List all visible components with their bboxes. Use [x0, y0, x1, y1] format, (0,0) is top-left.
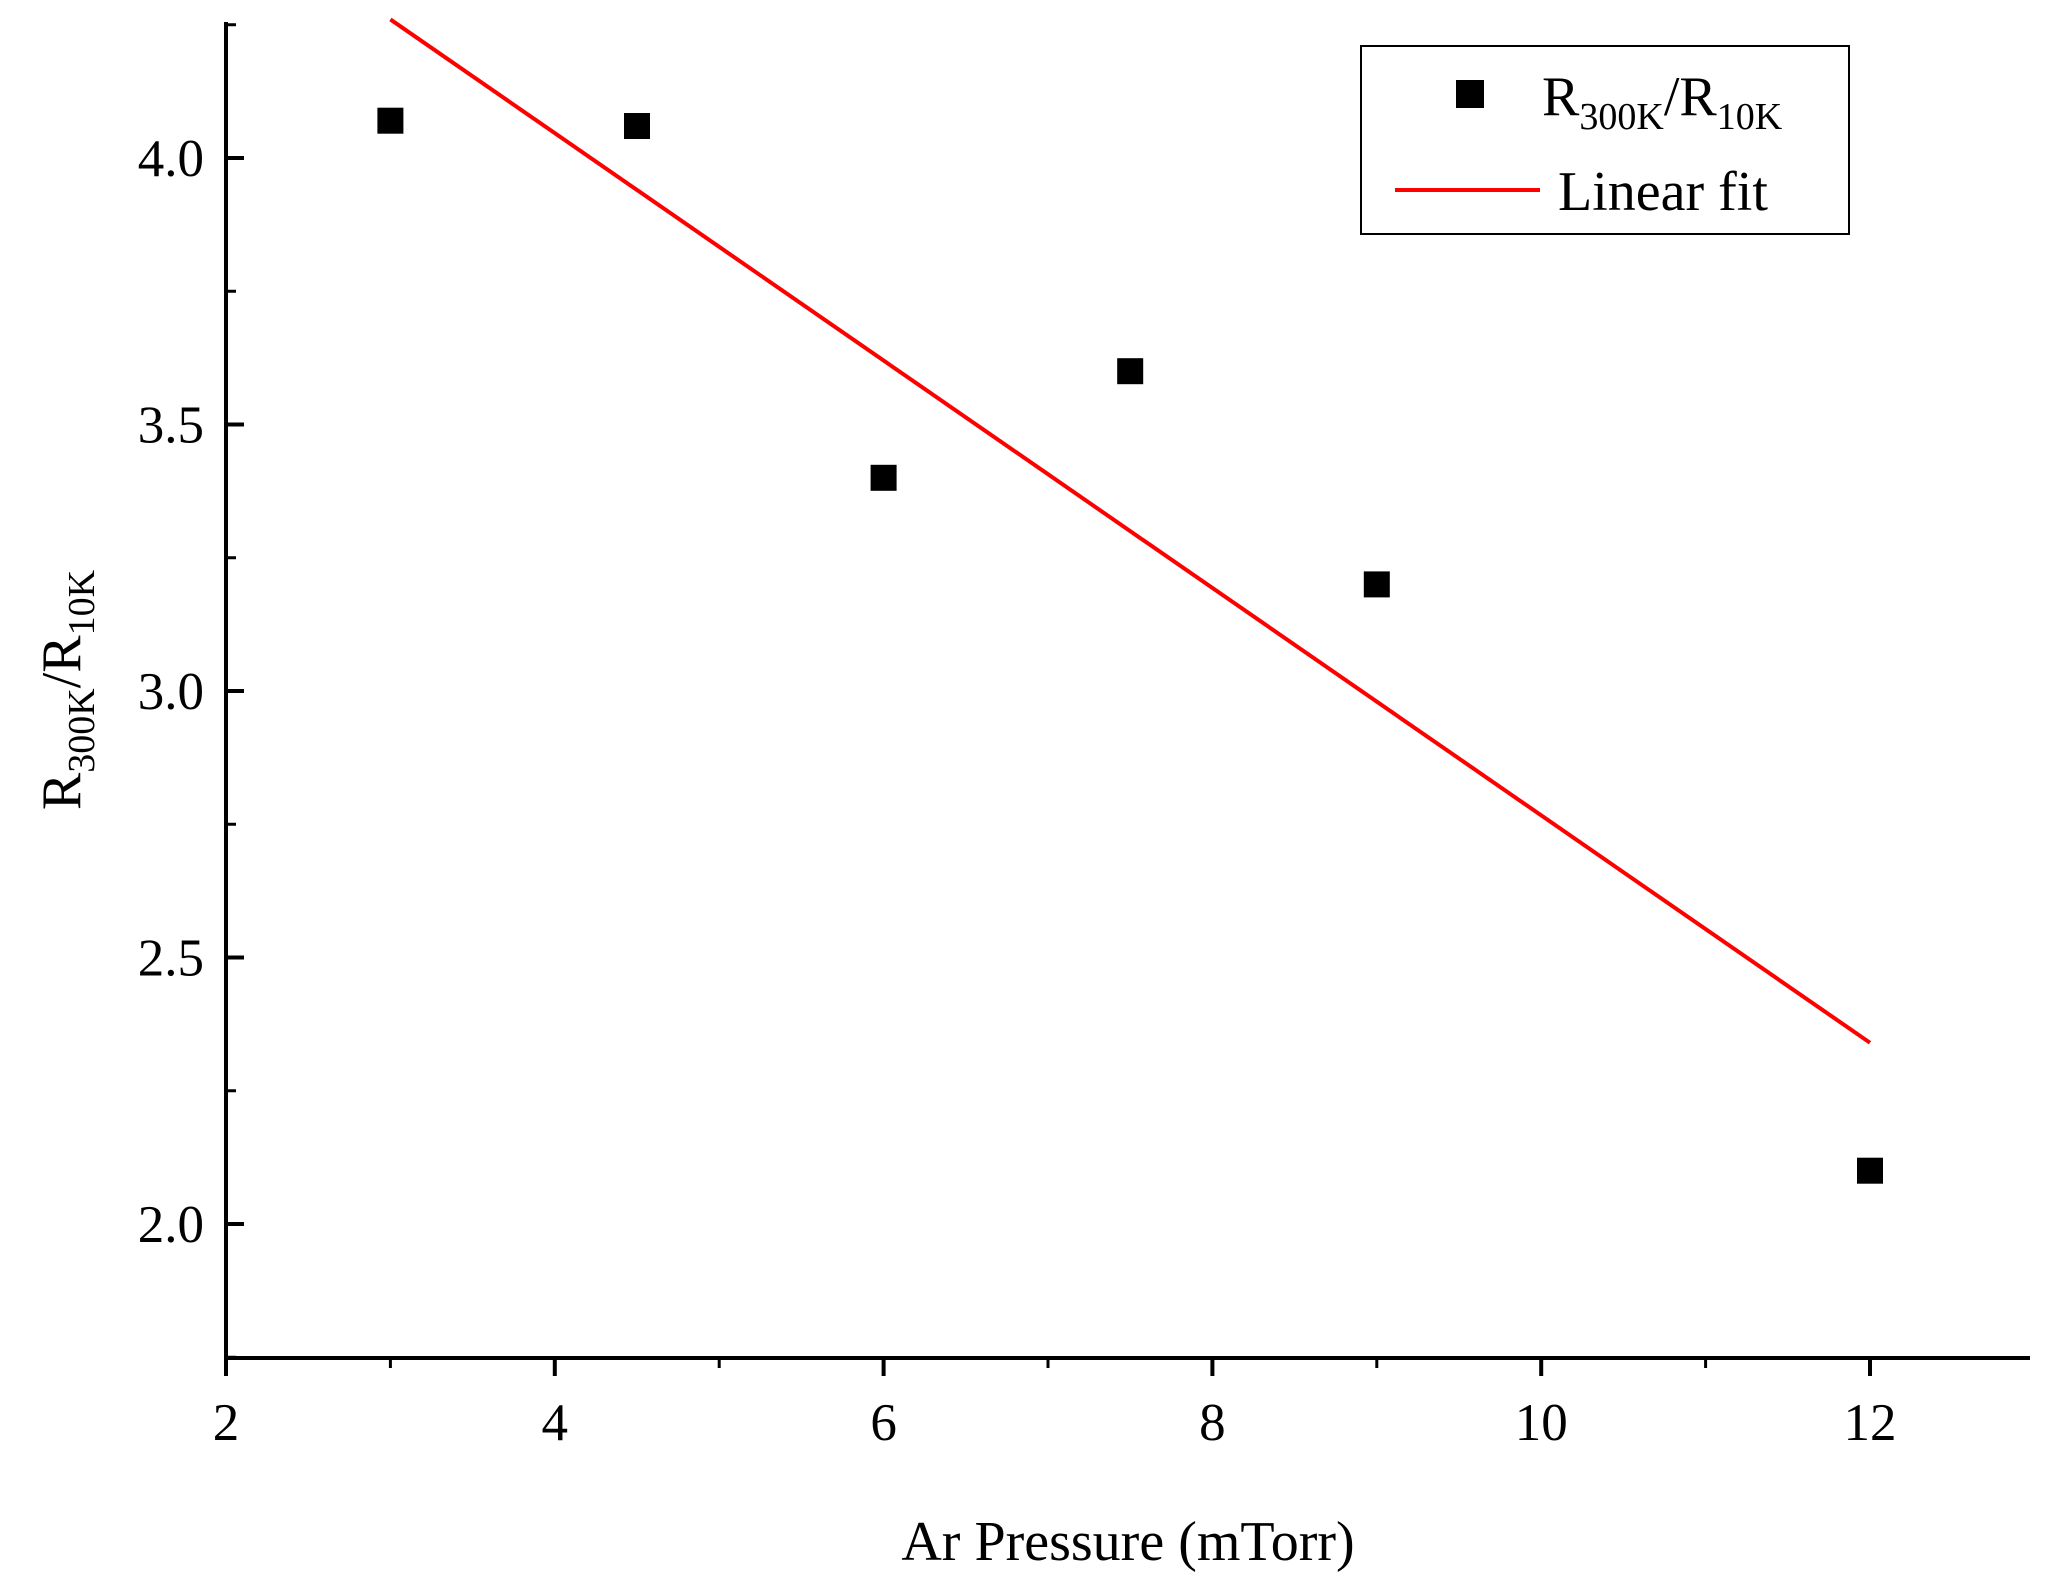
data-point [624, 113, 650, 140]
linear-fit-line [389, 17, 1872, 1045]
x-tick-label: 8 [1199, 1394, 1226, 1452]
x-tick-label: 12 [1844, 1394, 1897, 1452]
legend-square-marker [1456, 80, 1484, 108]
legend: R300K/R10K Linear fit [1360, 45, 1850, 235]
y-tick-label: 2.0 [138, 1196, 204, 1254]
data-point [1363, 571, 1390, 598]
data-point [1117, 358, 1144, 385]
y-tick-label: 4.0 [138, 130, 204, 188]
y-tick-label: 3.0 [138, 663, 204, 721]
x-tick-label: 2 [213, 1394, 240, 1452]
x-tick-label: 10 [1515, 1394, 1568, 1452]
legend-box [1360, 45, 1850, 235]
data-point [870, 464, 897, 491]
y-ticks: 2.0 2.5 3.0 3.5 4.0 [138, 23, 244, 1359]
y-tick-label: 2.5 [138, 930, 204, 988]
data-point [1857, 1157, 1883, 1184]
y-tick-label: 3.5 [138, 397, 204, 455]
x-ticks: 2 4 6 8 10 12 [213, 1358, 1897, 1452]
x-axis-title: Ar Pressure (mTorr) [901, 1511, 1354, 1573]
y-axis-title: R300K/R10K [31, 569, 103, 810]
legend-label-fit: Linear fit [1558, 161, 1768, 223]
legend-label-ratio: R300K/R10K [1542, 66, 1783, 138]
x-tick-label: 6 [870, 1394, 897, 1452]
data-points [377, 107, 1883, 1184]
data-point [377, 107, 404, 134]
x-tick-label: 4 [542, 1394, 569, 1452]
